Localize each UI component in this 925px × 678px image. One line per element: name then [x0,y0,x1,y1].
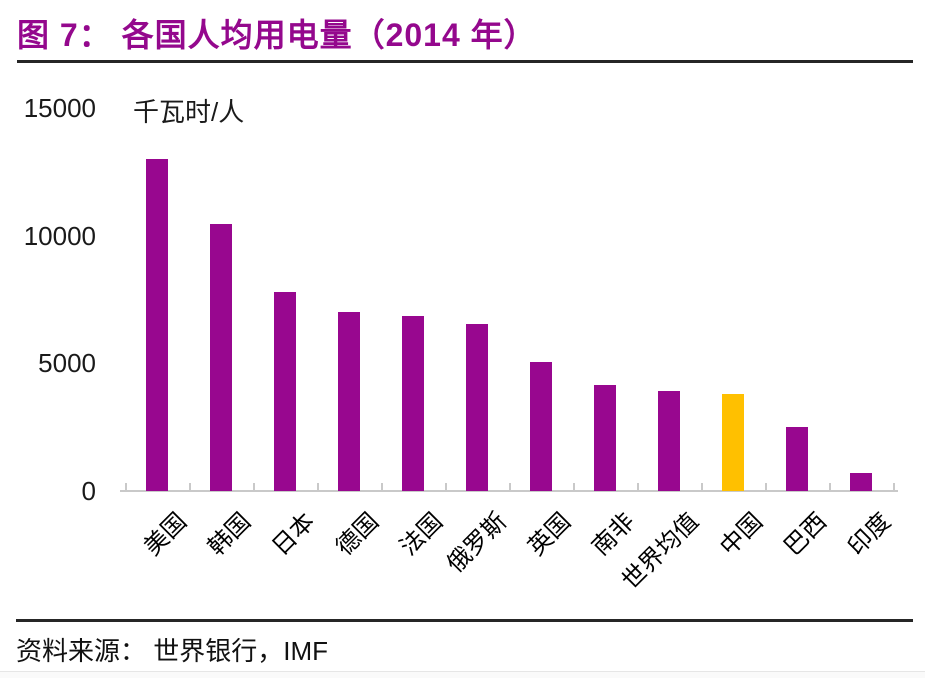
x-axis-category-label: 俄罗斯 [442,507,513,578]
x-axis-category-label: 中国 [715,507,769,561]
x-axis-tick [893,483,895,491]
x-axis-tick [317,483,319,491]
x-axis-tick [253,483,255,491]
bar-巴西 [786,427,808,491]
y-axis-tick-label: 5000 [38,348,96,379]
bar-日本 [274,292,296,491]
x-axis-category-label: 韩国 [203,507,257,561]
bar-中国 [722,394,744,491]
x-axis-category-label: 德国 [331,507,385,561]
y-axis-tick-label: 0 [81,476,96,506]
bar-法国 [402,316,424,491]
x-axis-tick [509,483,511,491]
source-note: 资料来源： 世界银行，IMF [16,636,328,666]
bar-世界均值 [658,391,680,491]
title-divider-line [17,60,913,63]
page-bottom-edge [0,671,925,678]
y-axis-unit-label: 千瓦时/人 [133,97,245,127]
bar-英国 [530,362,552,491]
chart-title: 图 7： 各国人均用电量（2014 年） [17,17,537,53]
x-axis-tick [125,483,127,491]
x-axis-line [120,490,898,492]
footer-divider-line [16,619,913,622]
x-axis-category-label: 印度 [843,507,897,561]
x-axis-tick [381,483,383,491]
bar-韩国 [210,224,232,491]
x-axis-tick [829,483,831,491]
bar-南非 [594,385,616,491]
bar-印度 [850,473,872,491]
bar-德国 [338,312,360,491]
x-axis-tick [189,483,191,491]
x-axis-tick [701,483,703,491]
x-axis-tick [445,483,447,491]
y-axis-tick-label: 10000 [23,220,96,251]
bar-美国 [146,159,168,491]
x-axis-tick [637,483,639,491]
x-axis-tick [765,483,767,491]
x-axis-category-label: 美国 [139,507,193,561]
x-axis-category-label: 英国 [523,507,577,561]
y-axis-tick-label: 15000 [23,93,96,123]
x-axis-tick [573,483,575,491]
x-axis-category-label: 巴西 [779,507,833,561]
bar-俄罗斯 [466,324,488,491]
x-axis-category-label: 日本 [267,507,321,561]
